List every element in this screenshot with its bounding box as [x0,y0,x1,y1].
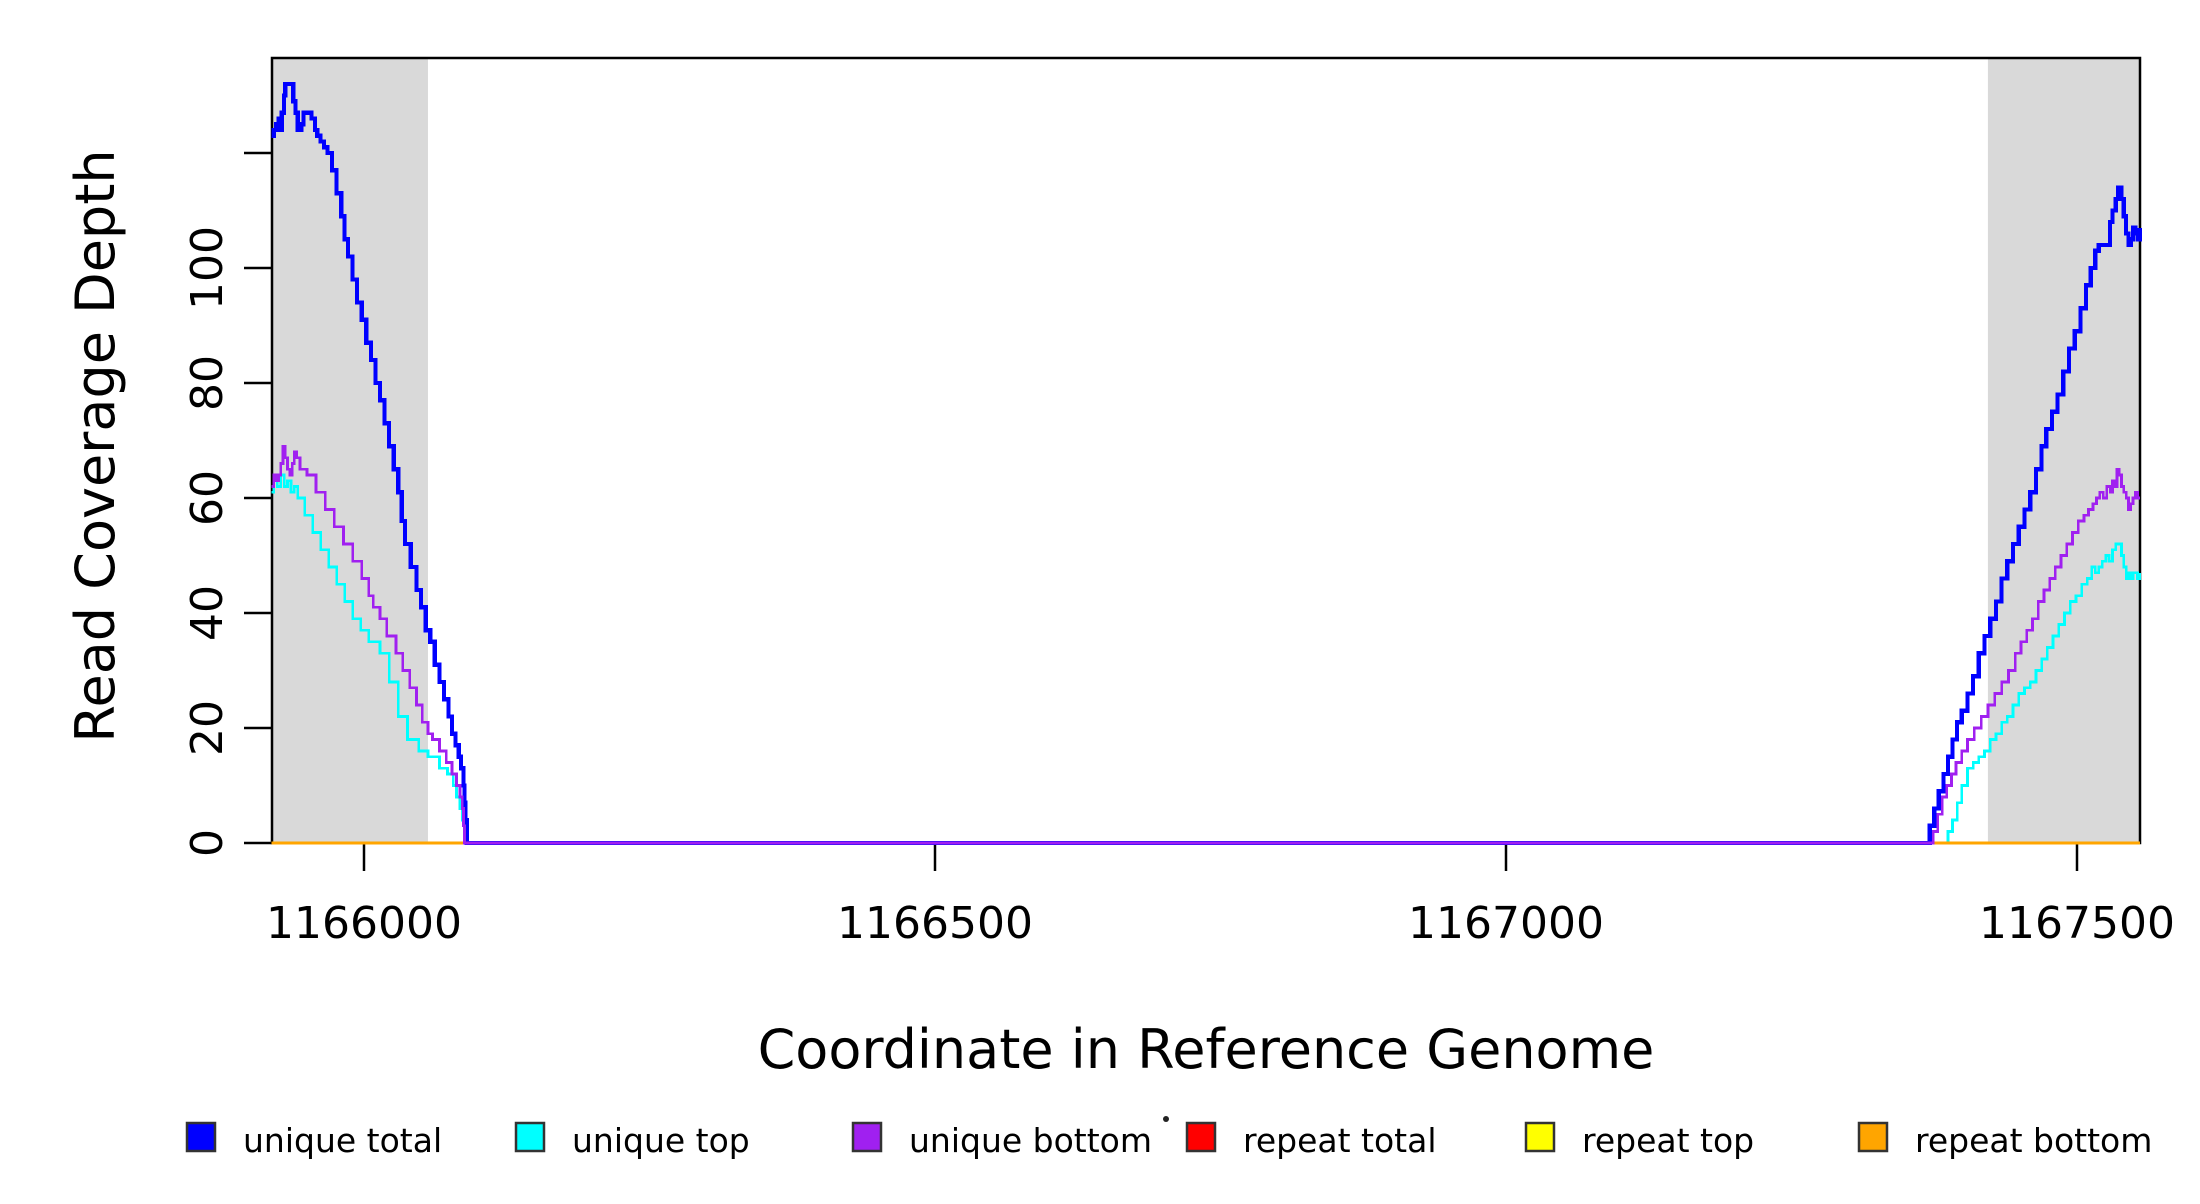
series-path-unique-top [271,473,2142,845]
series-path-unique-bottom [271,444,2140,845]
legend-swatch-repeat-top [1524,1121,1556,1153]
legend: unique total unique top unique bottom repea… [185,1116,2152,1160]
highlight-region-2 [1987,58,2140,843]
legend-stray-dot [1163,1116,1169,1122]
legend-swatch-repeat-total [1185,1121,1217,1153]
coverage-series [271,81,2142,846]
highlight-region-1 [271,58,428,843]
legend-swatch-unique-total [185,1121,217,1153]
x-tick-label: 1167500 [1979,898,2175,949]
y-tick-label: 40 [182,585,233,641]
legend-label-repeat-total: repeat total [1243,1121,1437,1160]
x-tick-label: 1166000 [266,898,462,949]
legend-label-unique-top: unique top [572,1121,750,1160]
y-axis-title: Read Coverage Depth [64,149,127,742]
x-tick-label: 1167000 [1408,898,1604,949]
x-tick-label: 1166500 [837,898,1033,949]
y-axis: 0 20 40 60 80 100 [182,151,272,857]
legend-swatch-unique-top [514,1121,546,1153]
legend-swatch-unique-bottom [851,1121,883,1153]
legend-label-repeat-bottom: repeat bottom [1915,1121,2152,1160]
y-tick-label: 60 [182,470,233,526]
y-tick-label: 0 [182,829,233,857]
plot-border [270,56,2142,845]
y-tick-label: 80 [182,355,233,411]
highlight-regions [271,58,2140,843]
legend-label-unique-bottom: unique bottom [909,1121,1152,1160]
legend-label-unique-total: unique total [243,1121,442,1160]
x-axis-title: Coordinate in Reference Genome [758,1018,1655,1081]
x-axis: 1166000 1166500 1167000 1167500 [266,844,2175,949]
legend-label-repeat-top: repeat top [1582,1121,1754,1160]
y-tick-label: 100 [182,226,233,310]
legend-swatch-repeat-bottom [1857,1121,1889,1153]
y-tick-label: 20 [182,700,233,756]
series-path-unique-total [271,81,2142,846]
